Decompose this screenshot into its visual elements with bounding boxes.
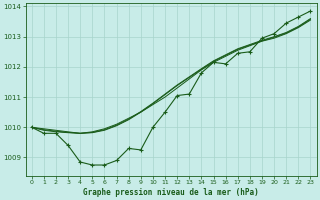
X-axis label: Graphe pression niveau de la mer (hPa): Graphe pression niveau de la mer (hPa) bbox=[83, 188, 259, 197]
